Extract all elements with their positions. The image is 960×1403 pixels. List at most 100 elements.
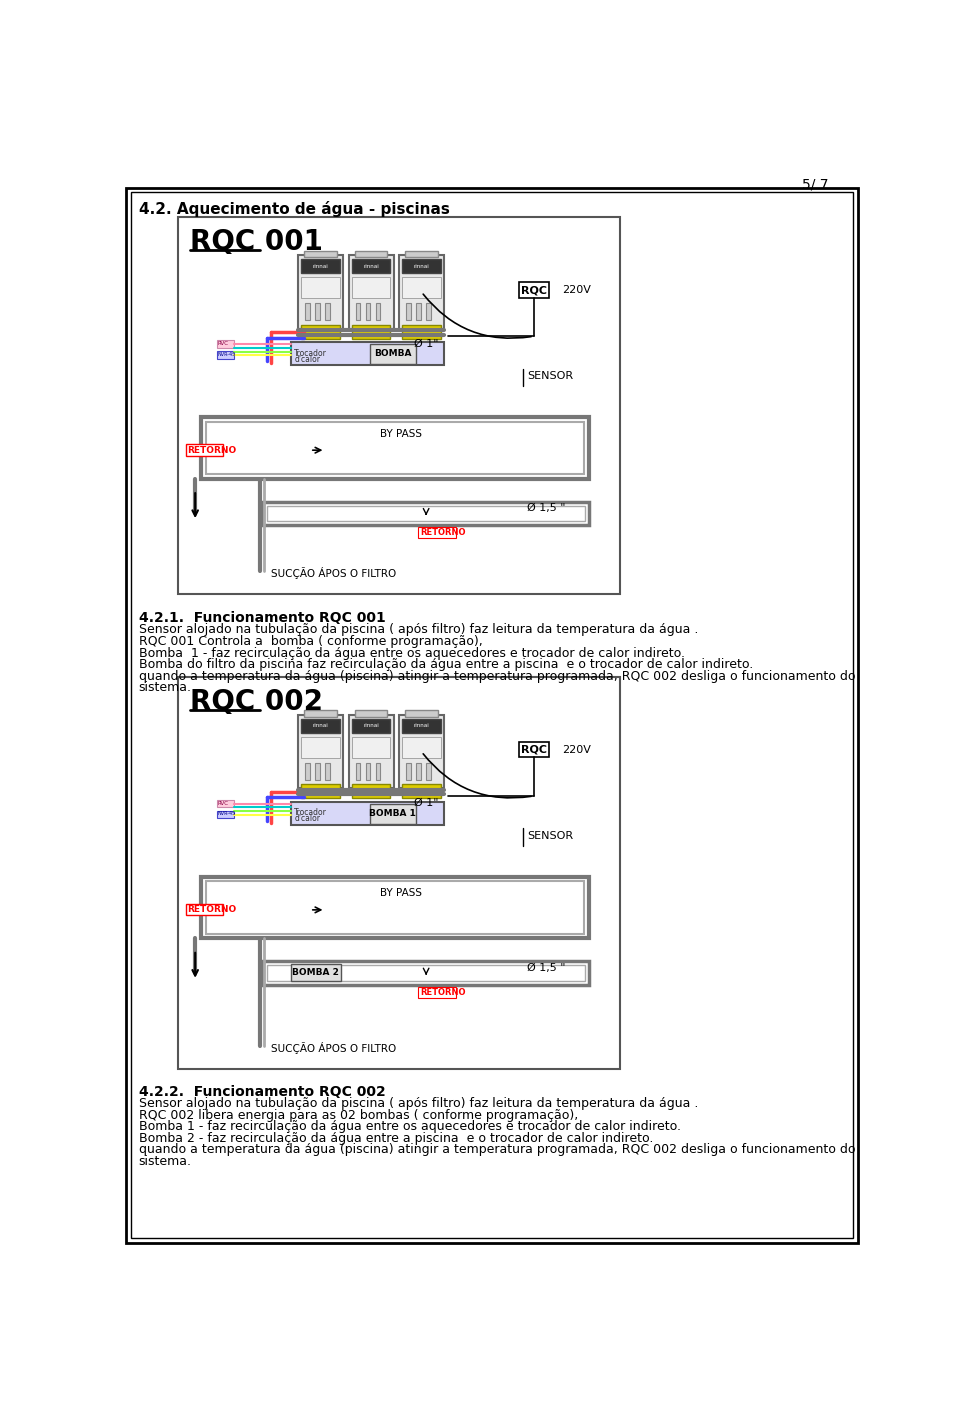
Text: quando a temperatura da água (piscina) atingir a temperatura programada, RQC 002: quando a temperatura da água (piscina) a… [138,1143,855,1156]
Bar [179,676,620,1069]
Bar [399,716,444,788]
Bar [299,255,344,328]
Bar [202,417,588,478]
Bar [315,303,320,320]
Bar [402,784,441,798]
Bar [406,763,411,780]
Circle shape [520,826,525,831]
Text: Bomba 2 - faz recirculação da água entre a piscina  e o trocador de calor indire: Bomba 2 - faz recirculação da água entre… [138,1132,653,1145]
Bar [351,276,391,299]
Text: NVR-4S: NVR-4S [218,352,236,356]
Bar [402,718,441,732]
Bar [366,303,371,320]
Bar [426,763,431,780]
Circle shape [327,317,331,321]
Text: SENSOR: SENSOR [527,370,573,380]
Bar [304,710,337,717]
Bar [217,811,234,818]
Text: Ø 1,5 ": Ø 1,5 " [527,962,565,972]
Circle shape [357,317,361,321]
Text: Bomba  1 - faz recirculação da água entre os aquecedores e trocador de calor ind: Bomba 1 - faz recirculação da água entre… [138,647,684,659]
Text: rinnai: rinnai [363,264,379,268]
Bar [519,742,548,758]
Bar [263,502,588,525]
Bar [315,763,320,780]
Bar [186,443,223,456]
Bar [179,217,620,593]
Text: RQC: RQC [521,285,547,295]
Text: RQC 002 libera energia para as 02 bombas ( conforme programação),: RQC 002 libera energia para as 02 bombas… [138,1108,578,1121]
Bar [217,800,234,808]
Circle shape [404,317,408,321]
Bar [405,251,438,257]
Text: 5/ 7: 5/ 7 [802,178,828,192]
Bar [202,877,588,939]
Circle shape [377,777,381,781]
Bar [291,964,341,981]
Circle shape [368,317,372,321]
Text: 4.2. Aquecimento de água - piscinas: 4.2. Aquecimento de água - piscinas [138,202,449,217]
Circle shape [367,283,375,292]
Circle shape [418,777,421,781]
Circle shape [424,777,428,781]
Text: quando a temperatura da água (piscina) atingir a temperatura programada, RQC 002: quando a temperatura da água (piscina) a… [138,669,855,683]
Bar [291,342,444,365]
Circle shape [364,317,368,321]
Bar [419,528,456,537]
Bar [206,881,585,934]
Text: SUCÇÃO ÁPOS O FILTRO: SUCÇÃO ÁPOS O FILTRO [271,567,396,579]
Bar [406,303,411,320]
Circle shape [357,777,361,781]
Bar [348,255,394,328]
Text: rinnai: rinnai [414,724,429,728]
Circle shape [303,317,307,321]
Text: RVC: RVC [218,801,228,805]
Text: Sensor alojado na tubulação da piscina ( após filtro) faz leitura da temperatura: Sensor alojado na tubulação da piscina (… [138,1097,698,1110]
Text: d'calor: d'calor [295,814,321,824]
Bar [402,324,441,338]
Text: Trocador: Trocador [295,348,327,358]
Circle shape [316,742,325,752]
Text: RQC: RQC [521,745,547,755]
Text: Bomba 1 - faz recirculação da água entre os aquecedores e trocador de calor indi: Bomba 1 - faz recirculação da água entre… [138,1120,681,1134]
Bar [375,763,380,780]
Circle shape [417,742,426,752]
Text: Ø 1": Ø 1" [415,798,439,808]
Text: rinnai: rinnai [414,264,429,268]
Text: 220V: 220V [562,285,590,295]
Circle shape [373,317,377,321]
Bar [299,716,344,788]
Bar [416,303,420,320]
Bar [519,282,548,297]
Text: Trocador: Trocador [295,808,327,817]
Circle shape [317,777,321,781]
Text: SENSOR: SENSOR [527,831,573,840]
Bar [305,303,310,320]
Text: 220V: 220V [562,745,590,755]
Bar [351,324,391,338]
Circle shape [316,283,325,292]
Bar [301,718,340,732]
Bar [426,303,431,320]
Circle shape [317,317,321,321]
Circle shape [377,317,381,321]
Text: 4.2.2.  Funcionamento RQC 002: 4.2.2. Funcionamento RQC 002 [138,1085,385,1099]
Bar [217,340,234,348]
Bar [370,344,416,363]
Text: RETORNO: RETORNO [187,905,237,915]
Text: rinnai: rinnai [313,264,328,268]
Text: RQC 001 Controla a  bomba ( conforme programação),: RQC 001 Controla a bomba ( conforme prog… [138,636,482,648]
Circle shape [276,967,285,976]
Bar [304,251,337,257]
Circle shape [414,777,418,781]
Bar [301,260,340,274]
Text: BY PASS: BY PASS [379,429,421,439]
Bar [399,255,444,328]
Bar [305,763,310,780]
Circle shape [408,317,412,321]
Circle shape [353,777,357,781]
Text: RETORNO: RETORNO [187,446,237,455]
Circle shape [364,777,368,781]
Circle shape [357,810,366,818]
Circle shape [353,345,371,362]
